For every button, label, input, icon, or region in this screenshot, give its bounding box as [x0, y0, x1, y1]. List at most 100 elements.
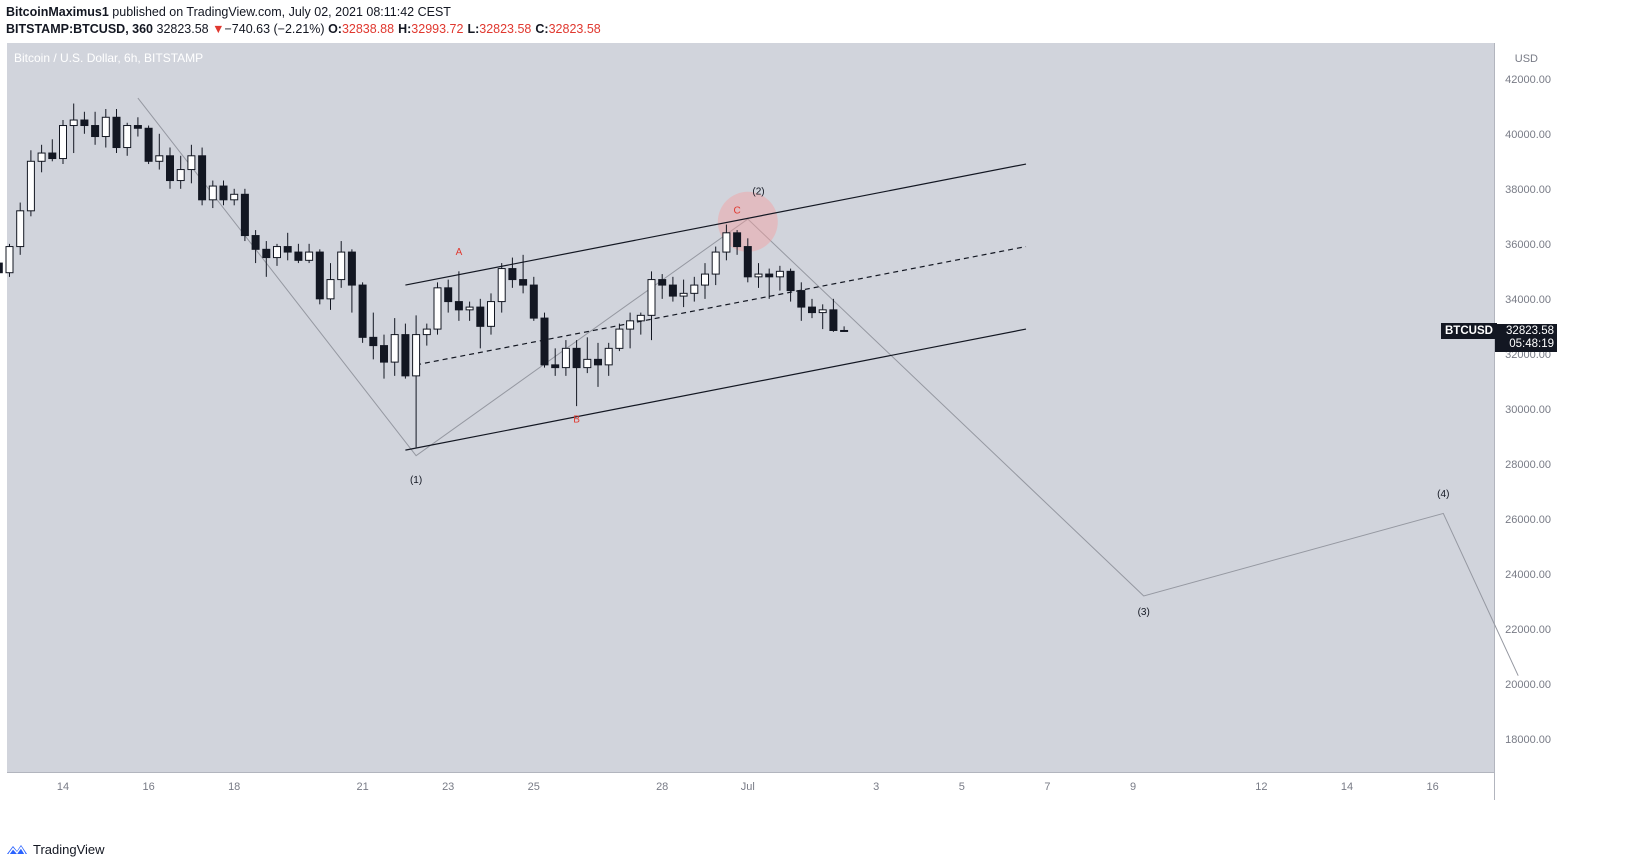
candle	[529, 276, 538, 321]
candle-body	[144, 127, 153, 162]
last-price-value: 32823.58	[1506, 325, 1554, 338]
candle-body	[358, 284, 367, 338]
wave-label: A	[456, 247, 463, 258]
candle	[465, 301, 474, 321]
wave-label: (4)	[1437, 489, 1449, 500]
plot-area[interactable]	[7, 43, 1494, 772]
candle-body	[80, 119, 89, 127]
candle-body	[647, 279, 656, 316]
time-tick-label: 28	[656, 781, 668, 793]
candle	[701, 263, 709, 299]
candle-body	[551, 364, 560, 369]
bar-countdown: 05:48:19	[1509, 338, 1554, 351]
candle-body	[561, 347, 570, 369]
candle	[765, 268, 774, 299]
price-axis[interactable]: 18000.00 20000.00 22000.00 24000.00 26000.00…	[1505, 74, 1551, 746]
candle	[679, 279, 688, 308]
candle	[487, 293, 495, 335]
candle	[208, 180, 217, 209]
time-tick-label: 16	[1426, 781, 1438, 793]
candle	[626, 312, 635, 349]
open-label: O:	[328, 22, 342, 36]
currency-label: USD	[1515, 53, 1538, 65]
tradingview-logo-icon[interactable]	[6, 842, 28, 856]
candle	[380, 334, 388, 379]
publish-line: BitcoinMaximus1 published on TradingView…	[6, 4, 1606, 21]
candle-body	[369, 336, 378, 347]
candle	[444, 279, 453, 313]
candle-body	[337, 251, 346, 281]
price-tick-label: 38000.00	[1505, 184, 1551, 196]
low-value: 32823.58	[479, 22, 532, 36]
candle-body	[754, 273, 763, 278]
price-change: −740.63 (−2.21%)	[224, 22, 325, 36]
candle	[690, 276, 699, 302]
price-tick-label: 28000.00	[1505, 459, 1551, 471]
candle	[508, 257, 517, 288]
candle-body	[390, 334, 399, 363]
time-tick-label: 16	[142, 781, 154, 793]
candle-body	[529, 284, 538, 319]
wave-labels: (1) (2) (3) (4) A B C	[410, 186, 1449, 618]
candle-body	[69, 119, 78, 127]
candle-body	[775, 270, 784, 278]
candle-body	[743, 246, 752, 278]
candle	[273, 243, 281, 266]
wave-label: (3)	[1138, 607, 1150, 618]
price-tick-label: 30000.00	[1505, 404, 1551, 416]
candle	[551, 348, 560, 376]
candle-body	[401, 334, 410, 377]
candle	[176, 155, 185, 189]
candle	[390, 318, 399, 376]
candle	[262, 241, 271, 277]
candle-body	[594, 358, 602, 366]
price-tick-label: 22000.00	[1505, 624, 1551, 636]
candle	[711, 246, 720, 286]
candle-body	[198, 155, 207, 201]
wave-2-highlight	[717, 191, 778, 252]
candle	[358, 282, 367, 343]
candle	[604, 342, 613, 376]
candle	[786, 268, 795, 302]
price-tick-label: 24000.00	[1505, 569, 1551, 581]
ohlc-line: BITSTAMP:BTCUSD, 360 32823.58 ▼−740.63 (…	[6, 21, 1606, 38]
author-name[interactable]: BitcoinMaximus1	[6, 5, 109, 19]
candle	[294, 243, 303, 264]
tradingview-brand[interactable]: TradingView	[33, 841, 105, 857]
candle	[251, 230, 260, 264]
candle	[636, 312, 645, 335]
wave-label: C	[733, 206, 740, 217]
candle-body	[733, 232, 742, 248]
candle	[166, 147, 174, 189]
candle-body	[176, 169, 185, 182]
candle	[59, 120, 67, 165]
time-tick-label: 9	[1130, 781, 1136, 793]
candle	[412, 315, 421, 448]
time-tick-label: 14	[1341, 781, 1353, 793]
candle-body	[497, 268, 506, 303]
close-label: C:	[535, 22, 549, 36]
candle-body	[380, 345, 388, 363]
candle-body	[626, 320, 635, 330]
candle-body	[422, 328, 431, 336]
candle-body	[208, 185, 217, 201]
high-label: H:	[398, 22, 412, 36]
candle-body	[572, 347, 581, 369]
candle-body	[112, 116, 121, 149]
published-text: published on TradingView.com, July 02, 2…	[112, 5, 451, 19]
candle	[829, 298, 838, 332]
time-axis[interactable]: 14 16 18 21 23 25 28 Jul 3 5 7 9 12 14 16	[57, 781, 1439, 793]
candle-body	[91, 125, 100, 138]
candle-body	[722, 232, 731, 253]
candle-body	[604, 347, 613, 366]
candle-body	[519, 279, 528, 286]
candle	[240, 188, 249, 242]
candle-body	[230, 193, 239, 201]
candle-body	[690, 284, 699, 294]
candle	[198, 147, 207, 206]
wave-label: (2)	[752, 186, 764, 197]
candle	[668, 276, 677, 302]
candle-body	[294, 251, 303, 261]
wave-projection	[137, 97, 1519, 676]
